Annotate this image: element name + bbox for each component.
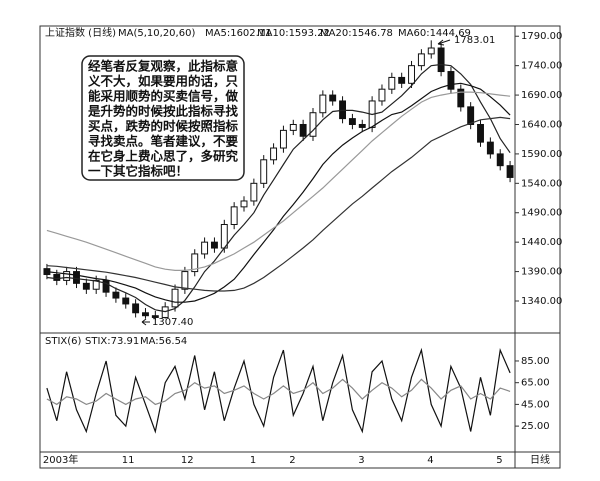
candle-body — [417, 53, 425, 67]
x-tick-label: 2003年 — [43, 453, 78, 466]
y-tick-label: 1490.00 — [521, 208, 562, 219]
candle-body — [496, 153, 504, 167]
y-tick-label: 1390.00 — [521, 267, 562, 278]
candle-body — [191, 253, 199, 273]
x-tick-label: 3 — [358, 455, 364, 466]
x-tick-label: 11 — [122, 455, 135, 466]
candle-body — [201, 241, 209, 255]
y-tick-label: 1440.00 — [521, 237, 562, 248]
legend-entry: MA:56.54 — [140, 336, 187, 347]
candle-body — [358, 123, 366, 128]
note-text: 在它身上费心思了，多研究 — [88, 149, 239, 164]
y-tick-label: 1740.00 — [521, 61, 562, 72]
candle-body — [112, 291, 120, 299]
candle-body — [388, 76, 396, 90]
candle-body — [270, 147, 278, 161]
candle-body — [437, 47, 445, 73]
note-box — [81, 55, 245, 181]
candle-body — [279, 129, 287, 149]
series-line — [46, 347, 511, 434]
candle-body — [506, 165, 514, 178]
period-label: 日线 — [530, 453, 550, 466]
y-tick-label: 65.00 — [521, 378, 550, 389]
note-text: 是升势的时候按此指标寻找 — [87, 104, 239, 119]
chart-title: 上证指数 (日线) — [45, 26, 116, 39]
candle-body — [151, 315, 159, 318]
candle-body — [289, 123, 297, 131]
candle-body — [260, 159, 268, 184]
candle-body — [299, 123, 307, 137]
candle-body — [240, 200, 248, 208]
y-tick-label: 1540.00 — [521, 178, 562, 189]
candle-body — [427, 47, 435, 55]
series-line — [46, 116, 511, 292]
series-line — [46, 63, 511, 313]
candle-body — [102, 279, 110, 293]
legend-entry: MA20:1546.78 — [320, 28, 393, 39]
annotation: 1307.40 — [152, 317, 193, 328]
legend-entry: STIX:73.91 — [85, 336, 139, 347]
candle-body — [319, 94, 327, 114]
x-tick-label: 12 — [181, 455, 194, 466]
candle-body — [122, 297, 130, 305]
candle-body — [329, 94, 337, 102]
y-tick-label: 85.00 — [521, 356, 550, 367]
candle-body — [378, 88, 386, 102]
candle-body — [53, 274, 61, 281]
legend-entry: MA60:1444.69 — [398, 28, 471, 39]
note-text: 买点，跌势的时候按照指标 — [88, 119, 239, 134]
y-tick-label: 45.00 — [521, 399, 550, 410]
candle-body — [467, 106, 475, 125]
candle-body — [171, 288, 179, 308]
legend-entry: MA10:1593.22 — [257, 28, 330, 39]
series-line — [46, 378, 511, 406]
candle-body — [408, 65, 415, 84]
candle-body — [142, 312, 149, 317]
candle-body — [348, 118, 356, 125]
chart-subtitle: MA(5,10,20,60) — [118, 28, 195, 39]
candle-body — [339, 100, 347, 120]
note-text: 义不大，如果要用的话，只 — [87, 74, 239, 89]
candle-body — [477, 123, 484, 143]
candle-body — [73, 271, 80, 284]
note-text: 寻找卖点。笔者建议，不要 — [88, 134, 239, 149]
x-tick-label: 1 — [250, 455, 256, 466]
candle-body — [230, 206, 238, 226]
candle-body — [63, 271, 71, 281]
note-text: 经笔者反复观察，此指标意 — [88, 59, 238, 74]
candle-body — [486, 141, 494, 155]
x-tick-label: 5 — [496, 455, 502, 466]
y-tick-label: 1590.00 — [521, 149, 562, 160]
candle-body — [447, 71, 455, 90]
note-text: 一下其它指标吧！ — [88, 164, 188, 179]
candle-body — [210, 241, 218, 249]
candle-body — [181, 271, 189, 290]
y-tick-label: 1340.00 — [521, 296, 562, 307]
annotation: 1783.01 — [454, 35, 495, 46]
legend-entry: MA5:1602.11 — [205, 28, 272, 39]
x-tick-label: 4 — [427, 455, 433, 466]
y-tick-label: 25.00 — [521, 421, 550, 432]
series-line — [46, 82, 511, 303]
y-tick-label: 1690.00 — [521, 90, 562, 101]
annotation-arrow — [141, 318, 150, 326]
candle-body — [132, 303, 140, 314]
chart-title: STIX(6) — [45, 336, 82, 347]
candle-body — [250, 182, 258, 202]
candle-body — [82, 282, 90, 290]
x-tick-label: 2 — [289, 455, 295, 466]
y-tick-label: 1790.00 — [521, 31, 562, 42]
note-text: 能采用顺势的买卖信号，做 — [88, 89, 239, 104]
candle-body — [398, 76, 406, 84]
candle-body — [309, 112, 317, 137]
series-line — [46, 91, 511, 271]
y-tick-label: 1640.00 — [521, 119, 562, 130]
candle-body — [457, 88, 465, 108]
